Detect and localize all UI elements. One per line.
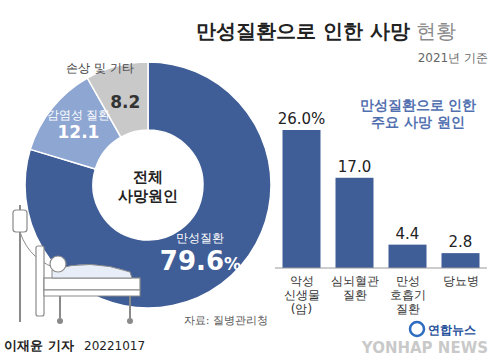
bar-category: 심뇌혈관질환 bbox=[331, 274, 379, 302]
logo: 연합뉴스 bbox=[428, 323, 476, 337]
subtitle: 2021년 기준 bbox=[418, 51, 488, 65]
text-line: 호흡기 bbox=[390, 288, 426, 302]
text-line: 당뇨병 bbox=[443, 274, 479, 288]
bar-value: 26.0% bbox=[278, 110, 326, 128]
iv-bag bbox=[13, 210, 27, 232]
title-main: 만성질환으로 인한 사망 bbox=[196, 19, 410, 43]
title: 만성질환으로 인한 사망현황 bbox=[196, 19, 456, 43]
text-line: 만성 bbox=[396, 274, 420, 288]
bed-illustration bbox=[13, 205, 140, 324]
bars bbox=[283, 130, 480, 268]
slice-value: 8.2 bbox=[110, 92, 140, 112]
slice-value: 79.6% bbox=[160, 246, 241, 276]
bar bbox=[283, 130, 321, 268]
text-line: 악성 bbox=[290, 274, 314, 288]
text-line: 신생물 bbox=[284, 288, 320, 302]
slice-name: 손상 및 기타 bbox=[66, 61, 134, 75]
text-line: 만성질환으로 인한 bbox=[360, 97, 477, 113]
baseline bbox=[275, 268, 487, 269]
slice-name: 감염성 질환 bbox=[47, 108, 111, 122]
slice-value: 12.1 bbox=[58, 122, 100, 142]
bar-value: 4.4 bbox=[396, 225, 420, 243]
title-suffix: 현황 bbox=[416, 19, 456, 43]
text-line: 주요 사망 원인 bbox=[371, 114, 464, 130]
text-line: (암) bbox=[291, 302, 312, 316]
donut-center-label: 전체사망원인 bbox=[118, 168, 178, 205]
bar-value: 17.0 bbox=[338, 158, 371, 176]
credit: 이재윤 기자 bbox=[4, 338, 74, 353]
date: 20221017 bbox=[84, 339, 145, 353]
bed-headboard bbox=[36, 246, 44, 316]
donut bbox=[25, 62, 271, 308]
chart-canvas: 만성질환으로 인한 사망현황2021년 기준만성질환79.6%감염성 질환12.… bbox=[0, 0, 495, 356]
bar bbox=[336, 178, 374, 268]
bed-mattress bbox=[44, 278, 140, 290]
donut-slice bbox=[25, 62, 271, 308]
bar-category: 당뇨병 bbox=[443, 274, 479, 288]
bed-wheel bbox=[57, 318, 63, 324]
value-number: 79.6 bbox=[160, 246, 224, 276]
slice-name: 만성질환 bbox=[176, 231, 224, 245]
bar-title: 만성질환으로 인한주요 사망 원인 bbox=[360, 97, 477, 130]
value-unit: % bbox=[224, 254, 241, 274]
text-line: 질환 bbox=[343, 288, 367, 302]
text-line: 심뇌혈관 bbox=[331, 274, 379, 288]
text-line: 전체 bbox=[133, 168, 163, 186]
bed-leg bbox=[129, 296, 131, 318]
bar bbox=[389, 245, 427, 268]
bed-wheel bbox=[127, 318, 133, 324]
bed-frame bbox=[44, 290, 140, 296]
bar bbox=[442, 253, 480, 268]
bed-leg bbox=[59, 296, 61, 318]
bar-category: 만성호흡기질환 bbox=[390, 274, 426, 316]
text-line: 사망원인 bbox=[118, 187, 178, 205]
patient-head bbox=[50, 256, 66, 272]
text-line: 질환 bbox=[396, 302, 420, 316]
background bbox=[0, 0, 495, 356]
bar-category: 악성신생물(암) bbox=[284, 274, 320, 316]
bar-value: 2.8 bbox=[449, 233, 473, 251]
source: 자료: 질병관리청 bbox=[184, 314, 268, 327]
logo-mark bbox=[410, 322, 424, 336]
watermark: YONHAP NEWS bbox=[361, 339, 488, 356]
